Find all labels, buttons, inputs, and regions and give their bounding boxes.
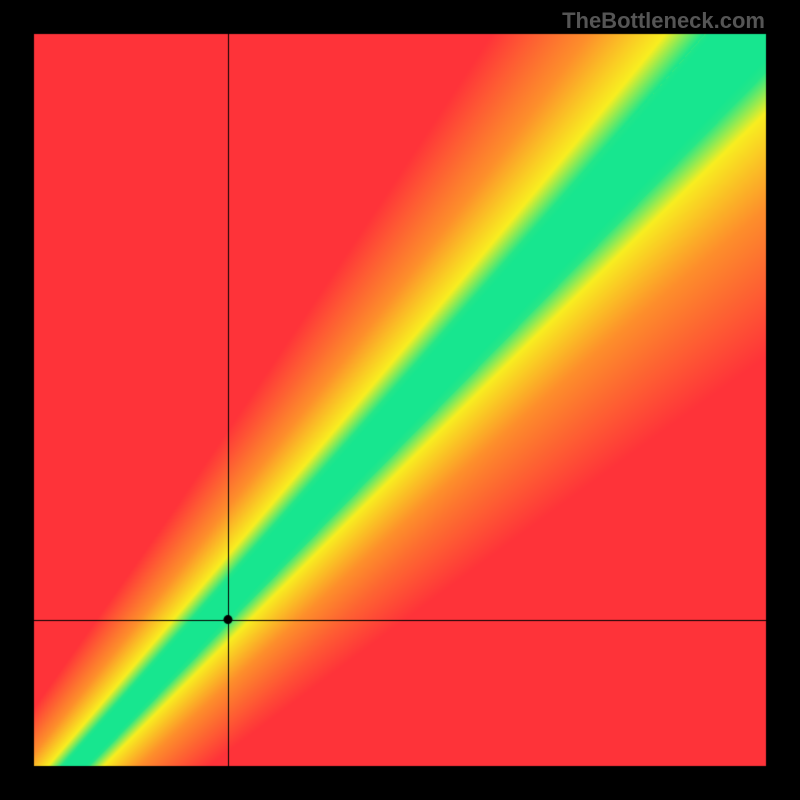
watermark-text: TheBottleneck.com <box>562 8 765 34</box>
bottleneck-heatmap <box>0 0 800 800</box>
